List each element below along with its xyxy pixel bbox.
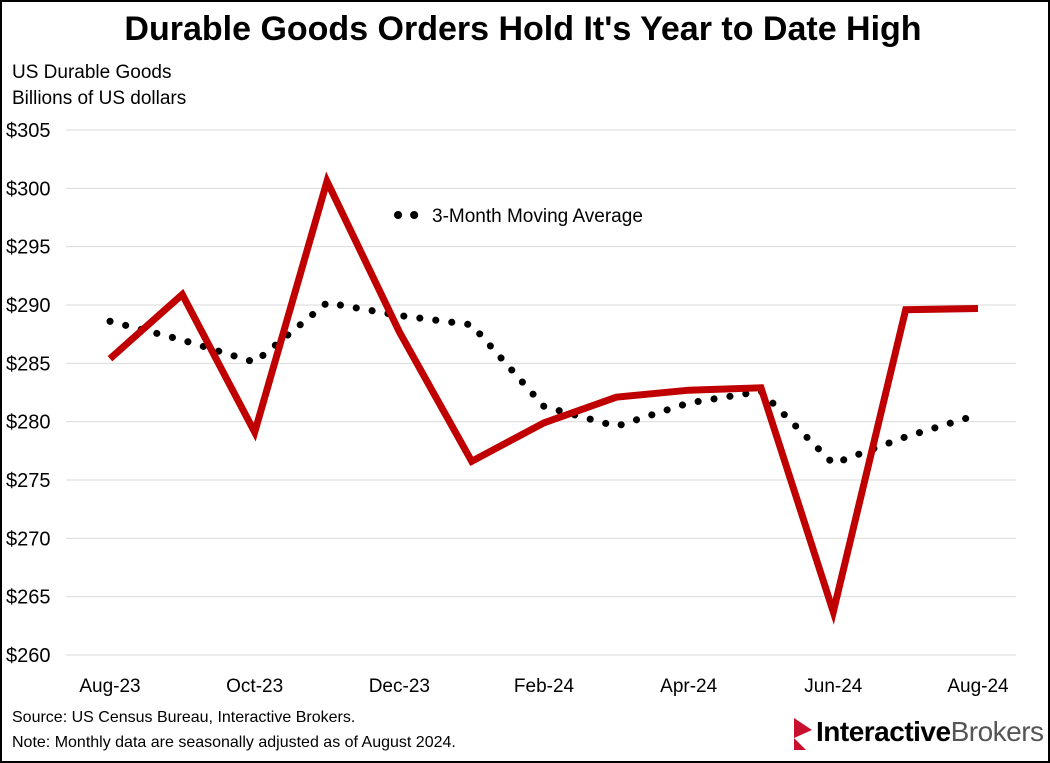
x-tick-label: Jun-24 [804, 676, 863, 697]
y-axis-ticks: $260 $265 $270 $275 $280 $285 $290 $295 $300 $305 [6, 120, 51, 667]
x-axis-ticks: Aug-23 Oct-23 Dec-23 Feb-24 Apr-24 Jun-24 Aug-… [79, 676, 1009, 697]
y-tick-label: $300 [6, 178, 51, 200]
legend: 3-Month Moving Average [394, 206, 643, 227]
brand-logo: InteractiveBrokers [790, 712, 1044, 752]
y-tick-label: $265 [6, 587, 51, 609]
series-line-durable-goods [107, 171, 979, 625]
x-tick-label: Apr-24 [660, 676, 717, 697]
y-tick-label: $305 [6, 120, 51, 142]
legend-label-moving-average: 3-Month Moving Average [432, 206, 643, 227]
y-tick-label: $270 [6, 528, 51, 550]
series-line-moving-average [106, 298, 982, 468]
brand-wordmark: InteractiveBrokers [816, 716, 1044, 748]
x-tick-label: Aug-23 [79, 676, 140, 697]
y-tick-label: $295 [6, 237, 51, 259]
x-tick-label: Dec-23 [369, 676, 430, 697]
data-note: Note: Monthly data are seasonally adjust… [12, 734, 456, 751]
y-tick-label: $285 [6, 353, 51, 375]
y-axis-label-line2: Billions of US dollars [12, 88, 187, 109]
chart-title: Durable Goods Orders Hold It's Year to D… [124, 10, 922, 48]
y-tick-label: $280 [6, 412, 51, 434]
source-note: Source: US Census Bureau, Interactive Br… [12, 709, 356, 726]
brand-name-bold: Interactive [816, 716, 951, 747]
x-tick-label: Feb-24 [514, 676, 575, 697]
y-tick-label: $260 [6, 645, 51, 667]
gridlines [66, 129, 1016, 656]
series-layer [106, 171, 982, 625]
y-tick-label: $290 [6, 295, 51, 317]
x-tick-label: Aug-24 [947, 676, 1009, 697]
y-axis-label-line1: US Durable Goods [12, 62, 172, 83]
y-tick-label: $275 [6, 470, 51, 492]
brand-name-regular: Brokers [950, 716, 1044, 747]
x-tick-label: Oct-23 [226, 676, 283, 697]
interactive-brokers-flag-icon [794, 718, 812, 750]
